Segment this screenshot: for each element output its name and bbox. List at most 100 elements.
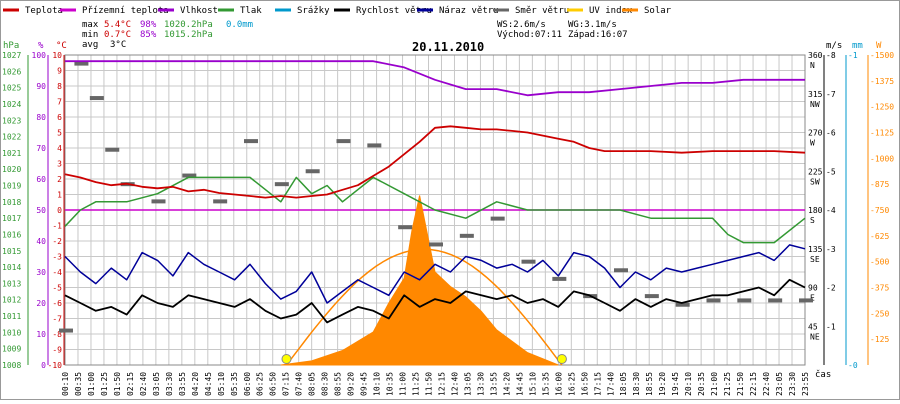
tick-time: 14:20 [502, 372, 511, 396]
legend-label: Náraz větru [439, 6, 499, 16]
tick-time: 06:00 [243, 372, 252, 396]
tick-humidity: 100 [32, 51, 47, 60]
tick-time: 05:10 [217, 372, 226, 396]
stat-max-temp: 5.4°C [104, 20, 131, 30]
info-sunrise: Východ:07:11 [497, 30, 562, 40]
tick-time: 18:55 [645, 372, 654, 396]
wind-direction-mark [429, 242, 443, 247]
tick-temperature: 3 [57, 160, 62, 169]
tick-temperature: 1 [57, 191, 62, 200]
tick-time: 12:40 [450, 372, 459, 396]
tick-time: 01:25 [100, 372, 109, 396]
tick-time: 15:35 [541, 372, 550, 396]
tick-time: 20:10 [684, 372, 693, 396]
stat-max-press: 1020.2hPa [164, 20, 213, 30]
tick-time: 23:30 [788, 372, 797, 396]
tick-time: 14:45 [515, 372, 524, 396]
tick-time: 09:20 [347, 372, 356, 396]
tick-pressure: 1027 [2, 51, 21, 60]
tick-direction: 45 [808, 322, 818, 331]
series-temperature [64, 125, 806, 199]
tick-temperature: -5 [52, 284, 62, 293]
tick-time: 03:05 [152, 372, 161, 396]
tick-pressure: 1010 [2, 328, 21, 337]
tick-time: 15:10 [528, 372, 537, 396]
tick-time: 08:30 [321, 372, 330, 396]
tick-time: 03:55 [178, 372, 187, 396]
tick-wind: -6 [826, 129, 836, 138]
legend-label: Rychlost větru [356, 6, 432, 16]
tick-solar: -1000 [870, 154, 894, 163]
tick-time: 11:50 [425, 372, 434, 396]
legend-label: Tlak [240, 6, 262, 16]
tick-humidity: 60 [36, 175, 46, 184]
tick-time: 02:40 [139, 372, 148, 396]
wind-direction-mark [644, 294, 659, 299]
tick-temperature: -4 [52, 268, 62, 277]
tick-solar: -1500 [870, 51, 894, 60]
tick-humidity: 0 [41, 361, 46, 370]
tick-temperature: -9 [52, 346, 62, 355]
info-ws: WS:2.6m/s [497, 20, 546, 30]
tick-temperature: 7 [57, 98, 62, 107]
tick-wind: -5 [826, 167, 836, 176]
tick-time: 01:00 [87, 372, 96, 396]
tick-pressure: 1013 [2, 279, 21, 288]
legend-label: Solar [644, 6, 672, 16]
tick-direction-label: NE [810, 332, 820, 341]
tick-direction: 225 [808, 167, 823, 176]
tick-temperature: -1 [52, 222, 62, 231]
tick-time: 16:50 [580, 372, 589, 396]
tick-direction: 360 [808, 51, 823, 60]
plot-area [59, 60, 813, 366]
wind-direction-mark [675, 302, 690, 307]
tick-temperature: 0 [57, 206, 62, 215]
tick-wind: -4 [826, 206, 836, 215]
tick-time: 21:00 [710, 372, 719, 396]
wind-direction-mark [305, 169, 320, 174]
tick-time: 23:55 [801, 372, 810, 396]
sunset-marker [556, 354, 567, 364]
tick-solar: -1125 [870, 129, 894, 138]
tick-direction: 90 [808, 284, 818, 293]
tick-pressure: 1012 [2, 296, 21, 305]
tick-direction: 135 [808, 245, 823, 254]
tick-direction-label: SE [810, 255, 820, 264]
tick-pressure: 1008 [2, 361, 21, 370]
wind-direction-mark [74, 61, 89, 66]
tick-solar: -750 [870, 206, 889, 215]
wind-direction-mark [213, 199, 228, 204]
info-wg: WG:3.1m/s [568, 20, 617, 30]
tick-time: 11:25 [412, 372, 421, 396]
tick-humidity: 10 [36, 330, 46, 339]
legend-label: Směr větru [515, 6, 569, 16]
tick-time: 17:40 [606, 372, 615, 396]
tick-solar: -125 [870, 335, 889, 344]
tick-rain: -1 [848, 51, 858, 60]
tick-humidity: 20 [36, 299, 46, 308]
tick-temperature: -3 [52, 253, 62, 262]
tick-direction-label: W [810, 139, 815, 148]
tick-solar: -875 [870, 180, 889, 189]
tick-time: 21:25 [723, 372, 732, 396]
series-pressure [64, 176, 806, 244]
wind-direction-mark [614, 268, 628, 273]
legend-label: Vlhkost [180, 6, 218, 16]
tick-time: 16:25 [567, 372, 576, 396]
tick-humidity: 80 [36, 113, 46, 122]
tick-pressure: 1024 [2, 100, 21, 109]
wind-direction-mark [706, 298, 721, 303]
tick-time: 21:50 [736, 372, 745, 396]
legend-label: Teplota [25, 6, 63, 16]
tick-temperature: 2 [57, 175, 62, 184]
tick-time: 04:20 [191, 372, 200, 396]
legend-label: Srážky [297, 6, 330, 16]
x-axis: 00:10 00:35 01:00 01:25 01:50 02:15 02:40 03:05… [61, 372, 810, 396]
unit-time: čas [815, 369, 831, 380]
tick-humidity: 70 [36, 144, 46, 153]
tick-time: 05:35 [230, 372, 239, 396]
wind-direction-mark [552, 276, 567, 281]
tick-time: 00:10 [61, 372, 70, 396]
tick-solar: -1250 [870, 103, 894, 112]
